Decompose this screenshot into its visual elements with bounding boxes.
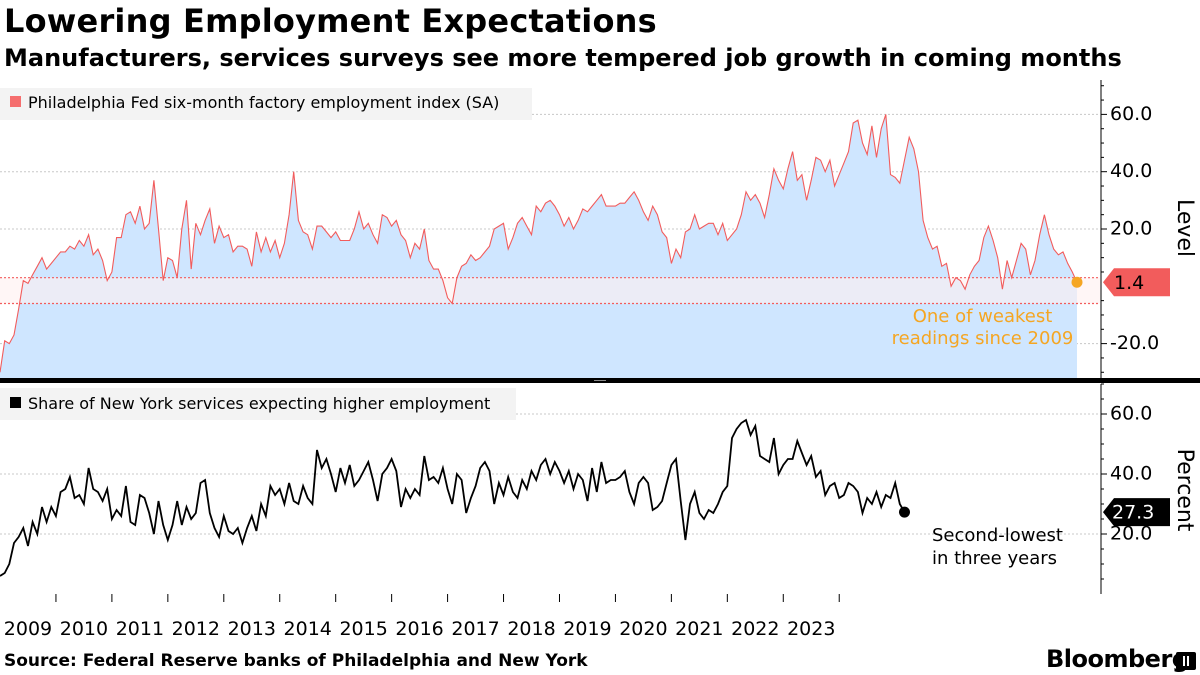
ny-last-value-tag — [1103, 498, 1170, 527]
top-axis-label: Level — [1172, 199, 1197, 257]
philly-area — [0, 114, 1077, 378]
top-tick-label: 20.0 — [1110, 218, 1152, 240]
chart-title: Lowering Employment Expectations — [4, 2, 657, 40]
x-axis-ticks — [55, 594, 840, 602]
x-tick-label: 2018 — [507, 618, 555, 640]
bottom-tick-label: 40.0 — [1110, 463, 1152, 485]
philly-last-value-label: 1.4 — [1114, 272, 1144, 294]
x-tick-label: 2015 — [339, 618, 387, 640]
x-tick-label: 2016 — [395, 618, 443, 640]
bottom-legend-label: Share of New York services expecting hig… — [28, 394, 490, 413]
philly-last-point — [1071, 276, 1083, 288]
bottom-y-ticks: 60.0 40.0 20.0 — [1101, 383, 1152, 580]
x-tick-label: 2009 — [4, 618, 52, 640]
x-tick-label: 2013 — [228, 618, 276, 640]
x-tick-label: 2010 — [60, 618, 108, 640]
x-axis-labels: 2009 2010 2011 2012 2013 2014 2015 2016 2017 2018… — [4, 618, 836, 640]
x-tick-label: 2014 — [284, 618, 332, 640]
source-note: Source: Federal Reserve banks of Philade… — [4, 651, 588, 671]
ny-last-point — [898, 506, 910, 518]
philly-last-value-tag — [1103, 268, 1170, 297]
bloomberg-logo: Bloomberg — [1046, 645, 1189, 673]
top-tick-label: 60.0 — [1110, 103, 1152, 125]
top-legend-swatch — [10, 96, 21, 107]
ny-last-value-label: 27.3 — [1112, 502, 1154, 524]
highlight-band — [0, 277, 1100, 304]
top-legend-label: Philadelphia Fed six-month factory emplo… — [28, 93, 499, 112]
x-tick-label: 2019 — [563, 618, 611, 640]
top-y-ticks: 60.0 40.0 20.0 -20.0 — [1101, 85, 1159, 373]
bottom-tick-label: 20.0 — [1110, 523, 1152, 545]
top-tick-label: -20.0 — [1110, 332, 1159, 354]
philly-annotation: One of weakest readings since 2009 — [891, 306, 1074, 349]
bottom-legend-box — [0, 388, 516, 420]
bottom-tick-label: 60.0 — [1110, 403, 1152, 425]
ny-annotation: Second-lowest in three years — [932, 525, 1063, 569]
bloomberg-terminal-icon — [1176, 652, 1196, 670]
x-tick-label: 2022 — [731, 618, 779, 640]
ny-line — [0, 418, 906, 577]
top-tick-label: 40.0 — [1110, 160, 1152, 182]
chart-subtitle: Manufacturers, services surveys see more… — [4, 44, 1122, 72]
x-tick-label: 2021 — [675, 618, 723, 640]
bottom-panel: 60.0 40.0 20.0 Share of New York services … — [0, 383, 1197, 594]
x-tick-label: 2017 — [451, 618, 499, 640]
x-tick-label: 2012 — [172, 618, 220, 640]
bottom-axis-label: Percent — [1172, 449, 1197, 532]
philly-line — [0, 114, 1078, 373]
top-panel: 60.0 40.0 20.0 -20.0 Philadelphia Fed six-m… — [0, 80, 1197, 378]
bottom-legend-swatch — [10, 397, 21, 408]
x-tick-label: 2011 — [116, 618, 164, 640]
x-tick-label: 2020 — [619, 618, 667, 640]
top-legend-box — [0, 88, 532, 120]
x-tick-label: 2023 — [787, 618, 835, 640]
